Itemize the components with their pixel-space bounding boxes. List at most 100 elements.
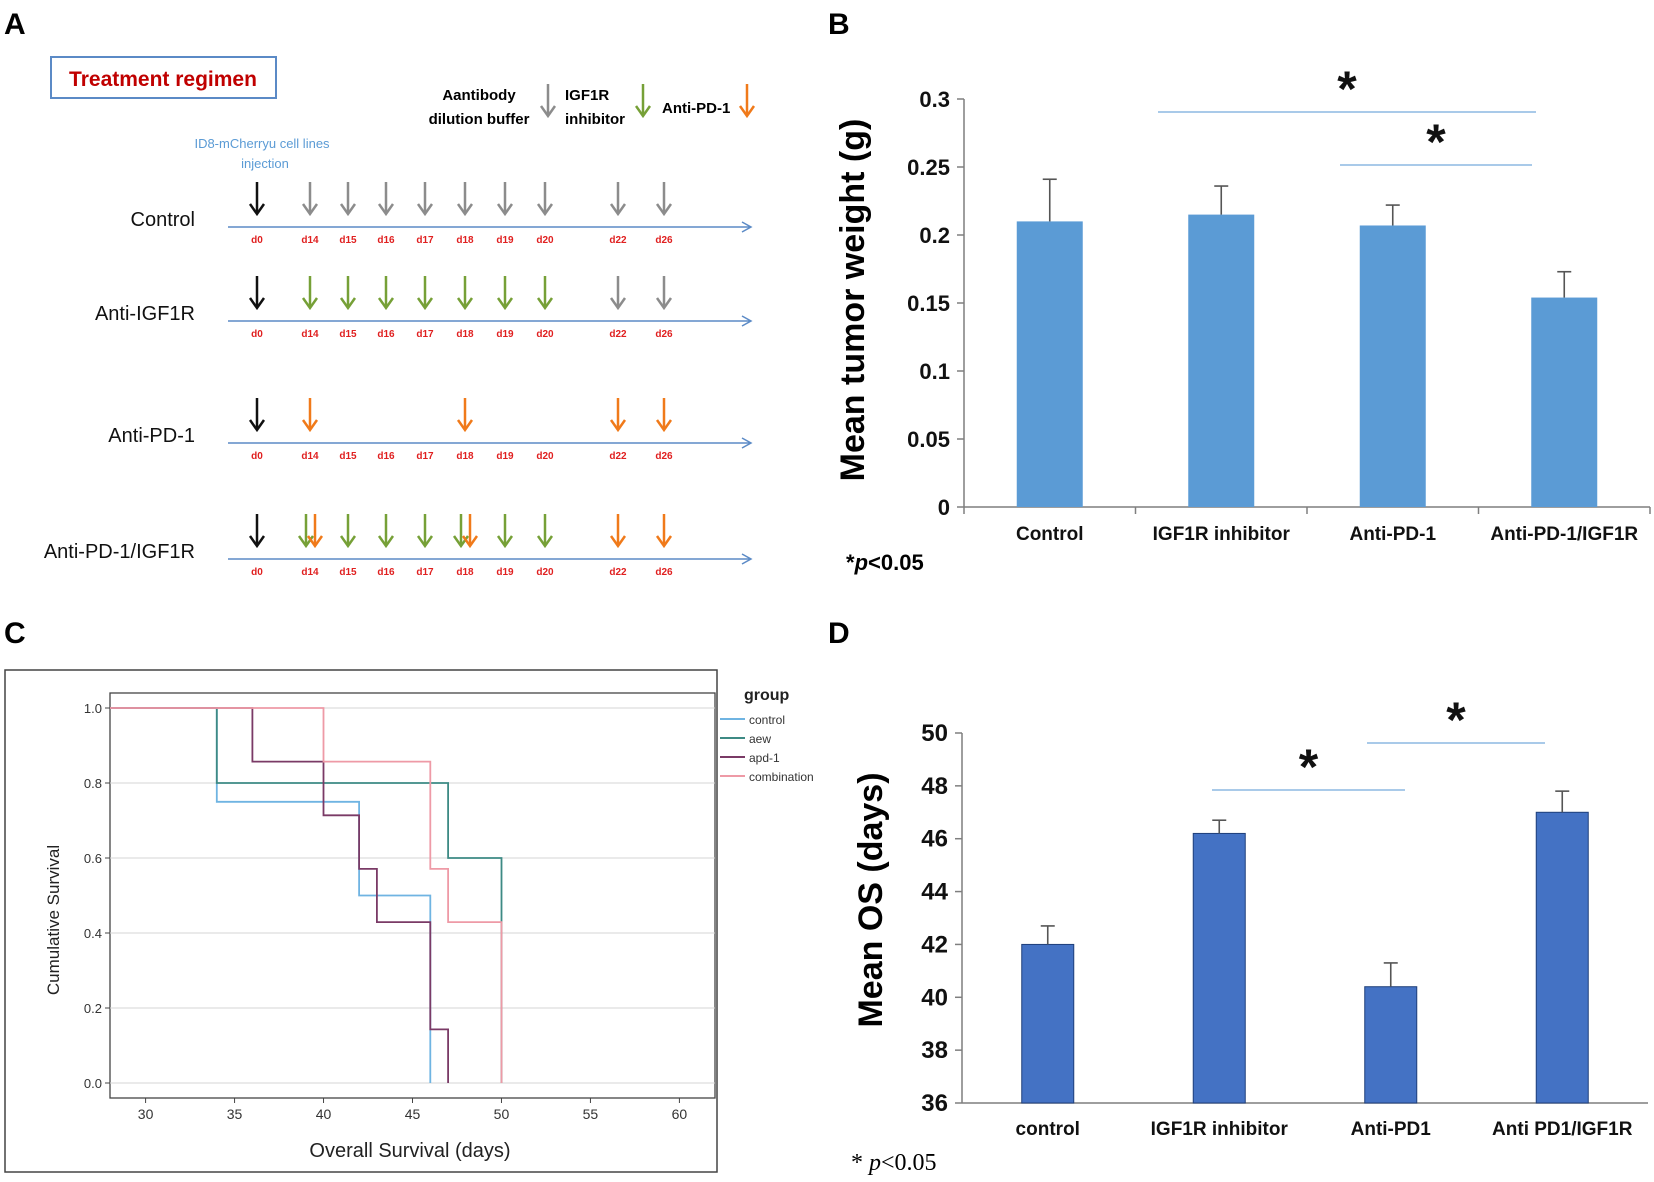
survival-curves [110,707,503,1083]
dose-arrow-icon [536,514,554,549]
y-tick-label: 0.2 [919,223,950,248]
day-label: d20 [536,235,554,246]
panel-c: C 0.0 0.2 0.4 0.6 0.8 1.0 30 35 40 45 50 55 60 Overa… [4,617,814,1173]
legend-buffer-line1: Aantibody [442,87,516,104]
dose-arrow-icon [456,182,474,217]
day-label: d22 [609,235,627,246]
panel-letter-d: D [828,617,850,650]
dose-arrow-icon-head [301,297,319,311]
y-tick-label: 0.8 [84,776,102,791]
y-tick-label: 0.05 [907,427,950,452]
y-tick-label: 0.1 [919,359,950,384]
dose-arrow-icon [301,182,319,217]
significance-star: * [1446,692,1466,748]
treatment-regimen-title: Treatment regimen [69,68,257,91]
injection-label-line2: injection [241,156,289,171]
y-tick-label: 38 [921,1037,948,1064]
survival-x-axis-label: Overall Survival (days) [309,1140,510,1162]
legend-arrow [738,84,756,119]
y-tick-label: 42 [921,931,948,958]
bar [1364,986,1418,1104]
survival-plot-frame [4,669,718,1173]
x-tick-label: 40 [316,1106,332,1122]
dose-arrow-icon [609,514,627,549]
dose-arrow-icon [496,514,514,549]
survival-y-axis-label: Cumulative Survival [44,845,63,995]
dose-arrow-icon-head [377,297,395,311]
bar [1192,832,1246,1104]
panel-b: B Mean tumor weight (g) 0 0.05 0.1 0.15 0.2 0… [828,8,1651,575]
y-tick-label: 40 [921,984,948,1011]
dose-arrow-icon [248,398,266,433]
legend-igf1r-line1: IGF1R [565,87,609,104]
day-label: d22 [609,329,627,340]
dose-arrow-icon-head [339,203,357,217]
dose-arrow-icon [456,398,474,433]
dose-arrow-icon-head [496,535,514,549]
legend-arrow-head [539,105,557,119]
x-tick-label: 35 [227,1106,243,1122]
tumor-weight-bars [1016,178,1598,508]
day-label: d16 [377,329,395,340]
day-label: d26 [655,451,673,462]
y-tick-label: 46 [921,826,948,853]
day-label: d16 [377,567,395,578]
day-label: d19 [496,329,514,340]
dose-arrow-icon [416,276,434,311]
y-tick-label: 0.6 [84,851,102,866]
legend-arrow-head [634,105,652,119]
day-label: d20 [536,329,554,340]
category-label: Anti-PD-1/IGF1R [1490,524,1638,545]
dose-arrow-icon-head [536,203,554,217]
mean-os-footnote: * p<0.05 [851,1150,937,1176]
survival-legend-title: group [744,687,790,704]
dose-arrow-icon-head [339,535,357,549]
day-label: d18 [456,235,474,246]
dose-arrow-icon [248,182,266,217]
dose-arrow-icon-head [416,297,434,311]
y-tick-label: 0.25 [907,155,950,180]
day-label: d26 [655,329,673,340]
day-label: d26 [655,235,673,246]
dose-arrow-icon-head [536,535,554,549]
dose-arrow-icon-head [496,297,514,311]
dose-arrow-icon [536,276,554,311]
y-tick-label: 50 [921,720,948,747]
day-label: d15 [339,235,357,246]
dose-arrow-icon-head [248,535,266,549]
x-tick-label: 50 [494,1106,510,1122]
dose-arrow-icon-head [248,297,266,311]
bar [1021,943,1075,1104]
dose-arrow-icon-head [655,297,673,311]
day-label: d17 [416,329,434,340]
dose-arrow-icon-head [655,535,673,549]
x-tick-label: 45 [405,1106,421,1122]
dose-arrow-icon-head [306,535,324,549]
panel-letter-c: C [4,617,26,650]
bar [1535,811,1589,1104]
regimen-row: Control d0 d14 d15 d16 d17 d18 d19 d20 d22 d26 [131,182,753,246]
dose-arrow-icon-head [339,297,357,311]
dose-arrow-icon [248,514,266,549]
y-tick-label: 0 [938,495,950,520]
survival-legend: group control aew apd-1 combination [720,687,814,784]
dose-arrow-icon-head [496,203,514,217]
day-label: d0 [251,329,263,340]
category-label: Anti-PD-1 [1349,524,1436,545]
day-label: d0 [251,567,263,578]
panel-letter-a: A [4,8,26,41]
y-tick-label: 36 [921,1090,948,1117]
dose-arrow-icon [536,182,554,217]
dose-arrow-icon [655,398,673,433]
dose-arrow-icon-head [609,419,627,433]
dose-arrow-icon-head [248,203,266,217]
dose-arrow-icon [377,182,395,217]
y-tick-label: 0.2 [84,1001,102,1016]
dose-arrow-icon [609,276,627,311]
day-label: d16 [377,235,395,246]
regimen-row: Anti-IGF1R d0 d14 d15 d16 d17 d18 d19 d20 d22 d26 [95,276,753,340]
tumor-weight-significance: ** [1158,61,1536,170]
dose-arrow-icon-head [416,535,434,549]
dose-arrow-icon [655,276,673,311]
legend-antipd1-line1: Anti-PD-1 [662,100,730,117]
